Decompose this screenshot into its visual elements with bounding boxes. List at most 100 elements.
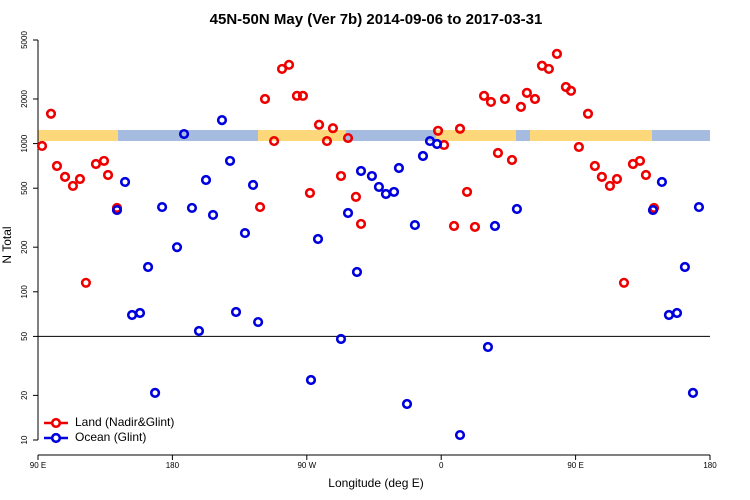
point xyxy=(149,387,161,398)
point xyxy=(511,203,523,215)
point xyxy=(253,316,264,328)
point xyxy=(342,207,354,219)
point xyxy=(327,123,339,134)
point xyxy=(51,160,63,172)
point xyxy=(90,158,102,170)
point xyxy=(380,188,392,200)
point xyxy=(297,90,309,101)
point xyxy=(693,201,705,213)
point xyxy=(142,261,154,273)
point xyxy=(335,333,347,345)
point xyxy=(366,170,378,182)
point xyxy=(582,108,594,119)
point xyxy=(355,218,367,230)
point xyxy=(350,191,362,202)
land-ocean-strip xyxy=(38,130,710,141)
y-tick-label: 20 xyxy=(20,390,29,399)
point xyxy=(259,93,271,105)
point xyxy=(45,108,57,119)
point xyxy=(200,174,212,186)
point xyxy=(283,59,295,70)
legend-label: Land (Nadir&Glint) xyxy=(75,415,174,429)
point xyxy=(186,202,198,214)
point xyxy=(312,233,324,245)
point xyxy=(67,180,79,192)
point xyxy=(671,307,683,319)
point xyxy=(515,101,527,112)
point xyxy=(448,220,460,232)
point xyxy=(432,125,444,136)
point xyxy=(351,266,363,278)
point xyxy=(80,277,92,288)
point xyxy=(543,63,554,75)
chart-title: 45N-50N May (Ver 7b) 2014-09-06 to 2017-… xyxy=(210,11,543,28)
point xyxy=(59,171,71,183)
point xyxy=(342,132,354,144)
point xyxy=(321,135,333,147)
point xyxy=(656,176,668,188)
point xyxy=(485,96,497,108)
y-tick-label: 200 xyxy=(20,240,29,254)
point xyxy=(596,171,607,183)
point xyxy=(409,219,421,231)
point xyxy=(482,341,494,353)
y-tick-label: 10 xyxy=(20,435,29,444)
point xyxy=(313,119,325,130)
point xyxy=(521,87,533,98)
y-tick-label: 1000 xyxy=(20,134,29,152)
x-tick-label: 90 W xyxy=(297,461,316,470)
point xyxy=(171,242,183,253)
point xyxy=(461,186,473,198)
y-axis-label: N Total xyxy=(0,226,14,263)
point xyxy=(254,201,266,213)
legend-marker xyxy=(50,417,62,429)
point xyxy=(239,227,251,239)
point xyxy=(647,204,659,216)
point xyxy=(529,93,541,105)
point xyxy=(98,155,110,167)
point xyxy=(401,398,413,410)
point xyxy=(216,115,228,126)
point xyxy=(663,309,675,321)
point xyxy=(618,277,630,288)
x-tick-label: 0 xyxy=(439,461,444,470)
point xyxy=(230,306,242,318)
point xyxy=(506,154,518,166)
point xyxy=(469,221,481,233)
point xyxy=(119,176,131,188)
point xyxy=(393,162,405,174)
point xyxy=(454,429,466,441)
x-tick-label: 90 E xyxy=(30,461,46,470)
point xyxy=(373,181,385,193)
point xyxy=(111,204,123,216)
x-axis-label: Longitude (deg E) xyxy=(328,476,423,490)
point xyxy=(207,209,219,221)
point xyxy=(134,307,146,319)
point xyxy=(565,85,577,96)
legend-label: Ocean (Glint) xyxy=(75,430,146,444)
legend-marker xyxy=(50,432,62,444)
point xyxy=(126,309,138,321)
point xyxy=(431,138,443,150)
x-tick-label: 180 xyxy=(166,461,180,470)
point xyxy=(687,387,699,398)
point xyxy=(355,165,367,177)
point xyxy=(551,48,563,59)
point xyxy=(268,135,280,147)
point xyxy=(478,90,490,101)
point xyxy=(604,180,616,192)
y-tick-label: 50 xyxy=(20,331,29,340)
point xyxy=(156,201,168,213)
point xyxy=(589,160,600,172)
y-tick-label: 2000 xyxy=(20,90,29,108)
point xyxy=(224,155,236,167)
point xyxy=(178,128,190,140)
point xyxy=(74,173,86,185)
point xyxy=(304,187,316,199)
point xyxy=(36,140,48,152)
point xyxy=(335,170,347,182)
point xyxy=(499,93,511,105)
point xyxy=(388,186,400,198)
y-tick-label: 500 xyxy=(20,181,29,195)
point xyxy=(489,220,501,232)
